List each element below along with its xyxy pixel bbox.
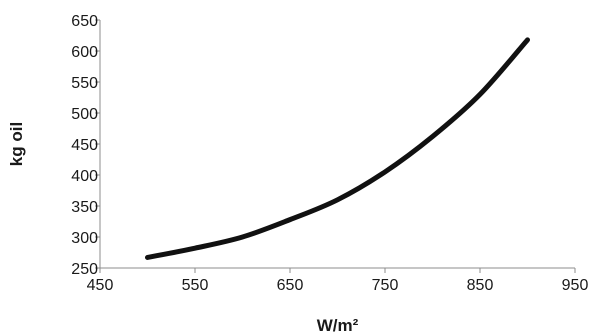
plot-area [145, 37, 530, 260]
x-tick-label: 750 [372, 277, 399, 294]
y-tick-label: 450 [71, 137, 98, 154]
x-axis-ticks: 450 550 650 750 850 950 [87, 268, 589, 294]
y-tick-label: 600 [71, 44, 98, 61]
x-axis-title: W/m² [317, 316, 359, 335]
y-axis-title: kg oil [7, 122, 26, 166]
y-tick-label: 300 [71, 230, 98, 247]
series-line [145, 37, 530, 260]
y-tick-label: 350 [71, 199, 98, 216]
y-tick-label: 550 [71, 75, 98, 92]
x-tick-label: 550 [182, 277, 209, 294]
x-tick-label: 650 [277, 277, 304, 294]
x-tick-label: 850 [467, 277, 494, 294]
y-tick-label: 250 [71, 261, 98, 278]
y-tick-label: 650 [71, 13, 98, 30]
y-tick-label: 400 [71, 168, 98, 185]
y-tick-label: 500 [71, 106, 98, 123]
y-axis-ticks: 250 300 350 400 450 500 550 600 650 [71, 13, 100, 278]
x-tick-label: 450 [87, 277, 114, 294]
x-tick-label: 950 [562, 277, 589, 294]
